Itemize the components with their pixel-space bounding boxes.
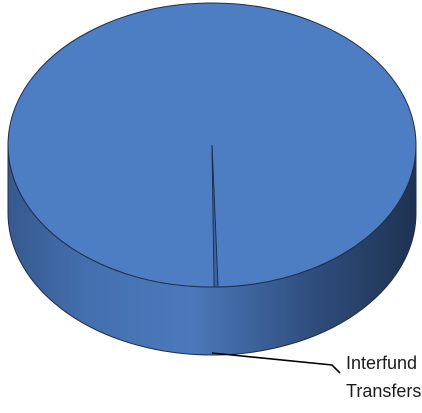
pie-body	[7, 2, 417, 356]
interfund-label-line1: Interfund	[346, 353, 418, 373]
interfund-leader-line	[211, 352, 341, 374]
interfund-label-line2: Transfers	[346, 381, 422, 401]
pie-slice-interfund-transfers	[211, 144, 219, 288]
